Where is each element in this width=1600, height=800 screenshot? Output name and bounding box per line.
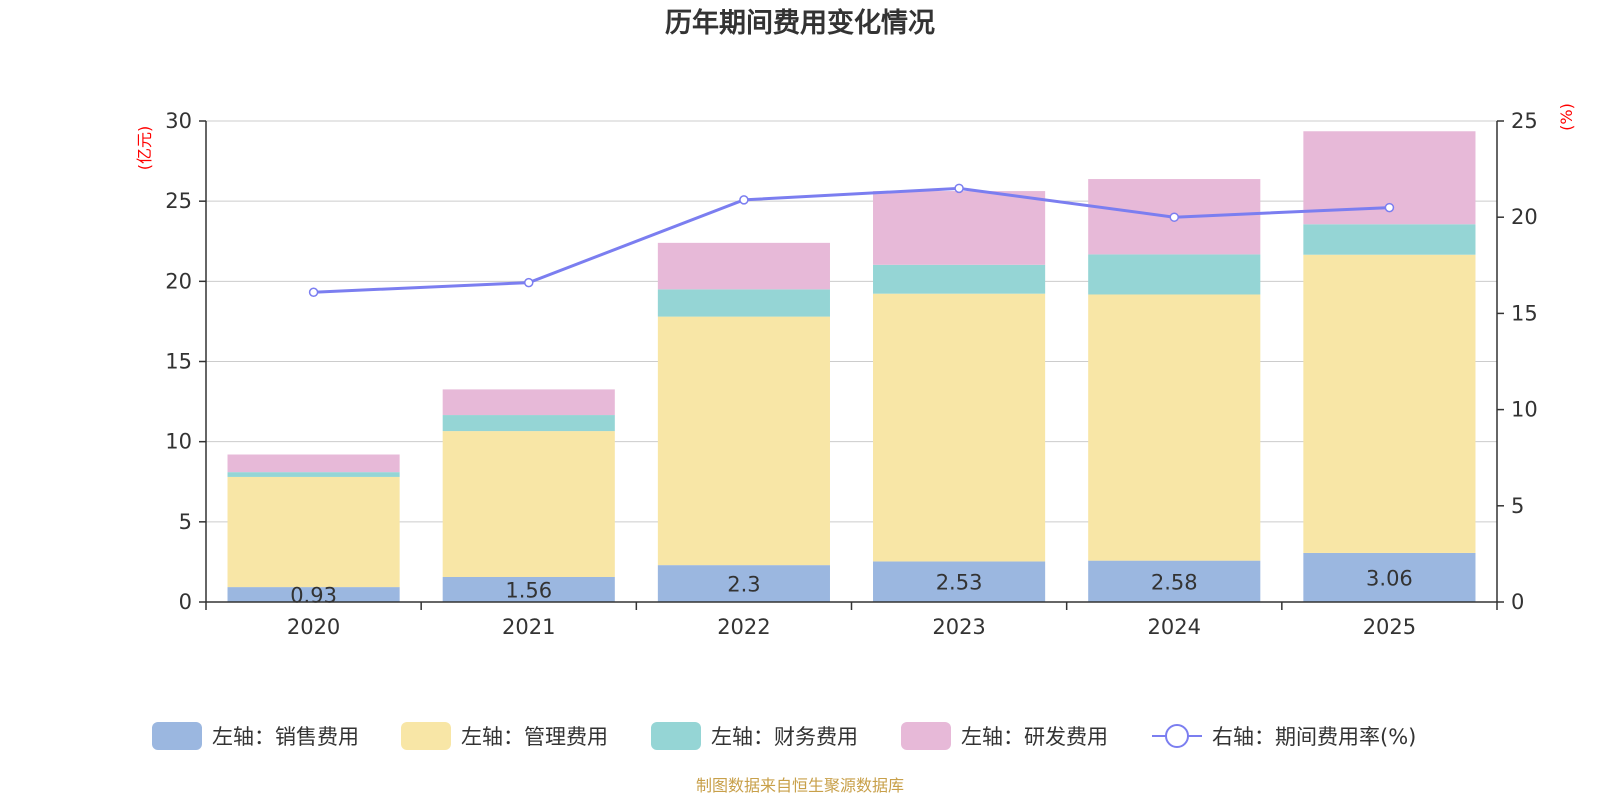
x-axis-tick-label: 2022 xyxy=(717,615,770,639)
right-axis-tick-label: 25 xyxy=(1511,109,1538,133)
right-axis-tick-label: 5 xyxy=(1511,494,1524,518)
chart-title: 历年期间费用变化情况 xyxy=(665,7,935,39)
rate-line-point xyxy=(524,277,534,288)
bar-segment xyxy=(1088,294,1261,561)
bar-segment xyxy=(873,561,1046,602)
rate-line-point xyxy=(739,195,749,205)
left-axis-tick-label: 0 xyxy=(179,590,192,614)
bar-segment xyxy=(442,576,615,602)
bar-segment xyxy=(657,316,830,566)
x-axis-tick-label: 2024 xyxy=(1148,615,1201,639)
bar-segment xyxy=(1088,254,1261,295)
bar-segment xyxy=(227,587,400,602)
bar-segment xyxy=(657,242,830,290)
bar-segment xyxy=(227,454,400,473)
bar-data-label: 3.06 xyxy=(1366,566,1413,590)
rate-line-path xyxy=(313,186,1390,294)
legend: 左轴：销售费用 左轴：管理费用 左轴：财务费用 左轴：研发费用 右轴：期间费用率(%) xyxy=(152,722,1416,750)
bar-data-label: 2.53 xyxy=(936,571,983,595)
legend-label: 左轴：研发费用 xyxy=(961,725,1108,749)
bar-data-label: 1.56 xyxy=(505,578,552,602)
grid xyxy=(206,120,1497,523)
x-axis-tick-label: 2025 xyxy=(1363,615,1416,639)
left-axis-unit: (亿元) xyxy=(135,126,154,171)
left-axis-tick-label: 5 xyxy=(179,510,192,534)
bar-segment xyxy=(1088,560,1261,602)
rate-line-point xyxy=(1169,212,1179,222)
left-axis-tick-label: 20 xyxy=(165,269,192,293)
right-axis-tick-label: 10 xyxy=(1511,398,1538,422)
right-axis-tick-label: 0 xyxy=(1511,590,1524,614)
bars xyxy=(227,131,1476,602)
bar-labels: 0.93 1.56 2.3 2.53 2.58 3.06 xyxy=(290,566,1413,607)
legend-line-marker xyxy=(1165,724,1189,748)
right-axis-tick-label: 15 xyxy=(1511,301,1538,325)
bar-segment xyxy=(873,264,1046,294)
legend-label: 左轴：财务费用 xyxy=(711,725,858,749)
right-axis-unit: (%) xyxy=(1557,103,1576,131)
bar-segment xyxy=(442,415,615,432)
bar-segment xyxy=(873,293,1046,562)
x-axis-tick-label: 2021 xyxy=(502,615,555,639)
bar-data-label: 2.3 xyxy=(727,573,760,597)
x-axis-tick-label: 2023 xyxy=(932,615,985,639)
bar-data-label: 2.58 xyxy=(1151,570,1198,594)
x-axis-tick-label: 2020 xyxy=(287,615,340,639)
legend-label: 左轴：管理费用 xyxy=(461,725,608,749)
bar-segment xyxy=(657,565,830,602)
legend-label: 左轴：销售费用 xyxy=(212,725,359,749)
left-axis-tick-label: 30 xyxy=(165,109,192,133)
bar-segment xyxy=(873,191,1046,265)
rate-line xyxy=(308,183,1395,297)
bar-segment xyxy=(442,431,615,577)
legend-swatch xyxy=(401,722,451,750)
left-axis-tick-label: 10 xyxy=(165,430,192,454)
bar-segment xyxy=(1303,552,1476,602)
left-axis-tick-label: 25 xyxy=(165,189,192,213)
right-axis-tick-label: 20 xyxy=(1511,205,1538,229)
bar-segment xyxy=(1303,224,1476,255)
left-axis-tick-label: 15 xyxy=(165,350,192,374)
bar-segment xyxy=(657,289,830,317)
legend-label: 右轴：期间费用率(%) xyxy=(1212,725,1416,749)
rate-line-point xyxy=(308,287,319,297)
legend-swatch xyxy=(901,722,951,750)
bar-segment xyxy=(227,476,400,588)
bar-segment xyxy=(1303,254,1476,553)
source-note: 制图数据来自恒生聚源数据库 xyxy=(696,776,904,795)
legend-swatch xyxy=(152,722,202,750)
bar-data-label: 0.93 xyxy=(290,584,337,608)
bar-segment xyxy=(227,472,400,477)
bar-segment xyxy=(442,389,615,416)
legend-swatch xyxy=(651,722,701,750)
rate-line-point xyxy=(954,183,964,194)
rate-line-point xyxy=(1384,202,1395,213)
